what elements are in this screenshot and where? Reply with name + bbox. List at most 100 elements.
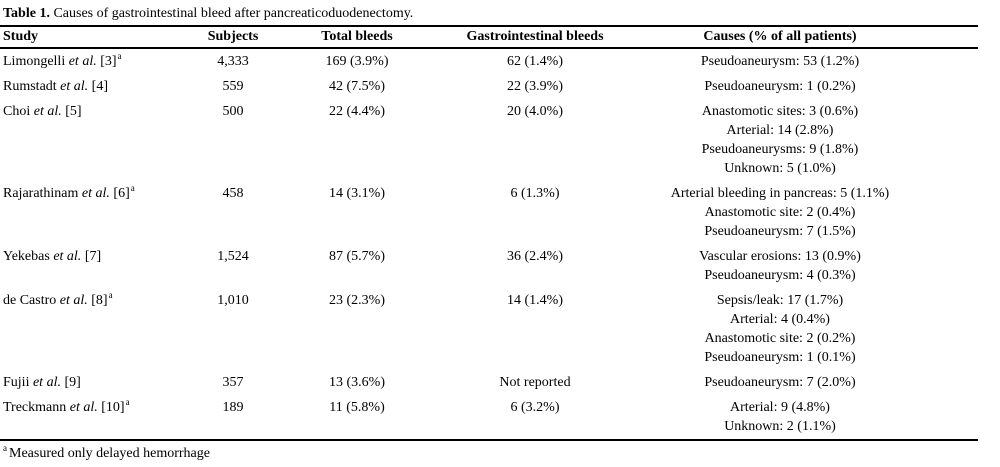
cell-study: Choi et al. [5] [0,99,185,181]
cell-total-bleeds: 87 (5.7%) [329,249,385,264]
table-body: Limongelli et al. [3]a 4,333 169 (3.9%) … [0,48,978,440]
cell-causes: Pseudoaneurysm: 1 (0.2%) [637,74,978,99]
cell-gi-bleeds: 22 (3.9%) [507,79,563,94]
study-note-marker: a [125,397,130,408]
cell-total-bleeds: 14 (3.1%) [329,186,385,201]
cell-study: Treckmann et al. [10]a [0,395,185,440]
cause-line: Pseudoaneurysm: 7 (2.0%) [704,375,856,390]
study-note-marker: a [117,51,122,62]
cell-causes: Arterial: 9 (4.8%) Unknown: 2 (1.1%) [637,395,978,440]
cause-line: Arterial: 14 (2.8%) [726,123,834,138]
study-ref: [10] [101,400,125,415]
cell-causes: Vascular erosions: 13 (0.9%) Pseudoaneury… [637,244,978,288]
study-note-marker: a [130,183,135,194]
cell-study: Limongelli et al. [3]a [0,48,185,74]
cause-line: Arterial: 9 (4.8%) [730,400,830,415]
study-etal: et al. [69,400,98,415]
cell-causes: Sepsis/leak: 17 (1.7%) Arterial: 4 (0.4%)… [637,288,978,370]
cause-line: Pseudoaneurysm: 1 (0.2%) [704,79,856,94]
table-row: Rumstadt et al. [4] 559 42 (7.5%) 22 (3.… [0,74,978,99]
study-etal: et al. [68,54,97,69]
cause-line: Sepsis/leak: 17 (1.7%) [716,293,844,308]
cell-subjects: 189 [222,400,244,415]
cell-gi-bleeds: 14 (1.4%) [507,293,563,308]
header-gi-bleeds: Gastrointestinal bleeds [466,29,604,44]
study-ref: [6] [113,186,130,201]
study-name: Choi [3,104,31,119]
cause-line: Anastomotic site: 2 (0.4%) [704,205,856,220]
cause-line: Arterial bleeding in pancreas: 5 (1.1%) [670,186,890,201]
cause-line: Anastomotic sites: 3 (0.6%) [701,104,859,119]
cell-gi-bleeds: 6 (1.3%) [510,186,560,201]
table-title-label: Table 1. [3,6,50,21]
header-subjects: Subjects [207,29,259,44]
cell-subjects: 500 [222,104,244,119]
cause-line: Pseudoaneurysm: 4 (0.3%) [704,268,856,283]
cause-line: Pseudoaneurysm: 1 (0.1%) [704,350,856,365]
table-head: Study Subjects Total bleeds Gastrointest… [0,26,978,48]
study-name: Treckmann [3,400,67,415]
study-name: de Castro [3,293,57,308]
cell-total-bleeds: 169 (3.9%) [325,54,389,69]
study-etal: et al. [59,293,88,308]
cell-total-bleeds: 22 (4.4%) [329,104,385,119]
study-ref: [8] [91,293,108,308]
table-row: Limongelli et al. [3]a 4,333 169 (3.9%) … [0,48,978,74]
cell-study: Rumstadt et al. [4] [0,74,185,99]
footnote-text: Measured only delayed hemorrhage [9,446,210,461]
header-causes: Causes (% of all patients) [703,29,857,44]
cell-total-bleeds: 13 (3.6%) [329,375,385,390]
study-ref: [4] [91,79,108,94]
table-row: Rajarathinam et al. [6]a 458 14 (3.1%) 6… [0,181,978,244]
cell-study: Yekebas et al. [7] [0,244,185,288]
cell-subjects: 357 [222,375,244,390]
data-table: Study Subjects Total bleeds Gastrointest… [0,25,978,441]
cell-causes: Anastomotic sites: 3 (0.6%) Arterial: 14 … [637,99,978,181]
table-row: Fujii et al. [9] 357 13 (3.6%) Not repor… [0,370,978,395]
table-row: Choi et al. [5] 500 22 (4.4%) 20 (4.0%) … [0,99,978,181]
footnote-marker: a [3,443,7,454]
cause-line: Unknown: 5 (1.0%) [724,161,836,176]
cell-causes: Arterial bleeding in pancreas: 5 (1.1%) A… [637,181,978,244]
study-etal: et al. [60,79,89,94]
table-row: Treckmann et al. [10]a 189 11 (5.8%) 6 (… [0,395,978,440]
cell-total-bleeds: 11 (5.8%) [329,400,385,415]
study-ref: [5] [65,104,82,119]
cause-line: Unknown: 2 (1.1%) [724,419,836,434]
cell-causes: Pseudoaneurysm: 53 (1.2%) [637,48,978,74]
cell-total-bleeds: 23 (2.3%) [329,293,385,308]
cell-subjects: 4,333 [217,54,249,69]
cell-gi-bleeds: 20 (4.0%) [507,104,563,119]
study-ref: [7] [84,249,102,264]
study-name: Rajarathinam [3,186,79,201]
cell-gi-bleeds: 6 (3.2%) [510,400,560,415]
table-row: Yekebas et al. [7] 1,524 87 (5.7%) 36 (2… [0,244,978,288]
study-ref: [3] [100,54,117,69]
table-title: Table 1. Causes of gastrointestinal blee… [0,3,978,25]
cell-study: de Castro et al. [8]a [0,288,185,370]
cell-subjects: 1,010 [217,293,249,308]
header-total-bleeds: Total bleeds [321,29,393,44]
cell-subjects: 559 [222,79,244,94]
table-title-text: Causes of gastrointestinal bleed after p… [49,6,414,21]
study-etal: et al. [32,375,61,390]
cause-line: Vascular erosions: 13 (0.9%) [699,249,861,264]
cause-line: Arterial: 4 (0.4%) [730,312,830,327]
study-etal: et al. [33,104,62,119]
study-etal: et al. [53,249,82,264]
cell-study: Fujii et al. [9] [0,370,185,395]
cell-total-bleeds: 42 (7.5%) [329,79,385,94]
cell-study: Rajarathinam et al. [6]a [0,181,185,244]
cell-gi-bleeds: Not reported [499,375,571,390]
cause-line: Pseudoaneurysms: 9 (1.8%) [701,142,859,157]
cause-line: Pseudoaneurysm: 53 (1.2%) [700,54,860,69]
cause-line: Anastomotic site: 2 (0.2%) [704,331,856,346]
table-footnote: a Measured only delayed hemorrhage [0,441,1000,462]
cell-subjects: 1,524 [217,249,249,264]
header-study: Study [3,29,39,44]
header-row: Study Subjects Total bleeds Gastrointest… [0,26,978,48]
cell-causes: Pseudoaneurysm: 7 (2.0%) [637,370,978,395]
cell-gi-bleeds: 62 (1.4%) [507,54,563,69]
table-row: de Castro et al. [8]a 1,010 23 (2.3%) 14… [0,288,978,370]
